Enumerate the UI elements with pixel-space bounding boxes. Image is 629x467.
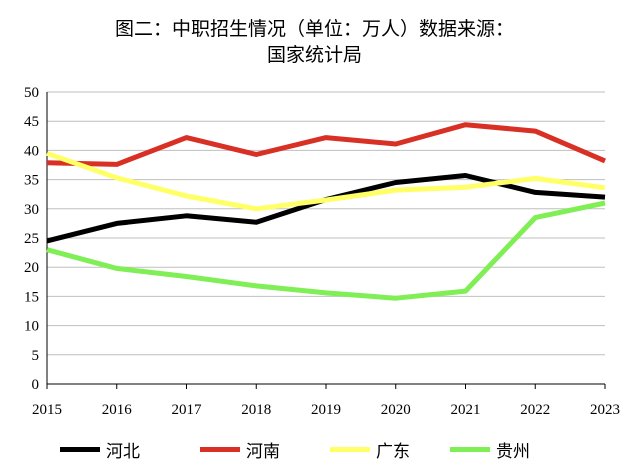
x-tick-label-2023: 2023: [590, 402, 620, 418]
legend: 河北 河南 广东 贵州: [0, 437, 629, 462]
y-tick-label-20: 20: [24, 260, 39, 276]
x-tick-label-2017: 2017: [172, 402, 203, 418]
x-tick-label-2018: 2018: [241, 402, 271, 418]
y-tick-label-0: 0: [32, 377, 40, 393]
y-tick-label-15: 15: [24, 289, 39, 305]
legend-swatch-henan: [200, 446, 240, 452]
x-tick-label-2016: 2016: [102, 402, 133, 418]
x-tick-label-2015: 2015: [32, 402, 62, 418]
legend-swatch-guizhou: [450, 446, 490, 452]
y-tick-label-5: 5: [32, 348, 40, 364]
chart-title: 图二：中职招生情况（单位：万人）数据来源： 国家统计局: [0, 16, 629, 68]
chart-title-line-2: 国家统计局: [266, 44, 362, 66]
legend-label-henan: 河南: [246, 441, 280, 462]
x-tick-label-2019: 2019: [311, 402, 341, 418]
series-line-1: [46, 122, 606, 167]
y-tick-label-45: 45: [24, 114, 39, 130]
legend-label-guangdong: 广东: [376, 441, 410, 462]
legend-item-guangdong: 广东: [330, 437, 410, 462]
x-tick-label-2021: 2021: [451, 402, 481, 418]
legend-swatch-hebei: [60, 446, 100, 452]
legend-item-henan: 河南: [200, 437, 280, 462]
series-line-2: [46, 150, 606, 212]
legend-label-guizhou: 贵州: [496, 441, 530, 462]
series-line-3: [46, 200, 606, 301]
y-tick-label-35: 35: [24, 173, 39, 189]
y-tick-label-30: 30: [24, 202, 39, 218]
legend-swatch-guangdong: [330, 446, 370, 452]
y-tick-label-25: 25: [24, 231, 39, 247]
y-tick-label-40: 40: [24, 143, 39, 159]
y-tick-label-50: 50: [24, 85, 39, 101]
legend-label-hebei: 河北: [106, 441, 140, 462]
y-tick-label-10: 10: [24, 319, 39, 335]
legend-item-guizhou: 贵州: [450, 437, 530, 462]
x-tick-label-2020: 2020: [381, 402, 411, 418]
x-tick-label-2022: 2022: [520, 402, 550, 418]
legend-item-hebei: 河北: [60, 437, 140, 462]
chart-title-line-1: 图二：中职招生情况（单位：万人）数据来源：: [114, 18, 514, 40]
